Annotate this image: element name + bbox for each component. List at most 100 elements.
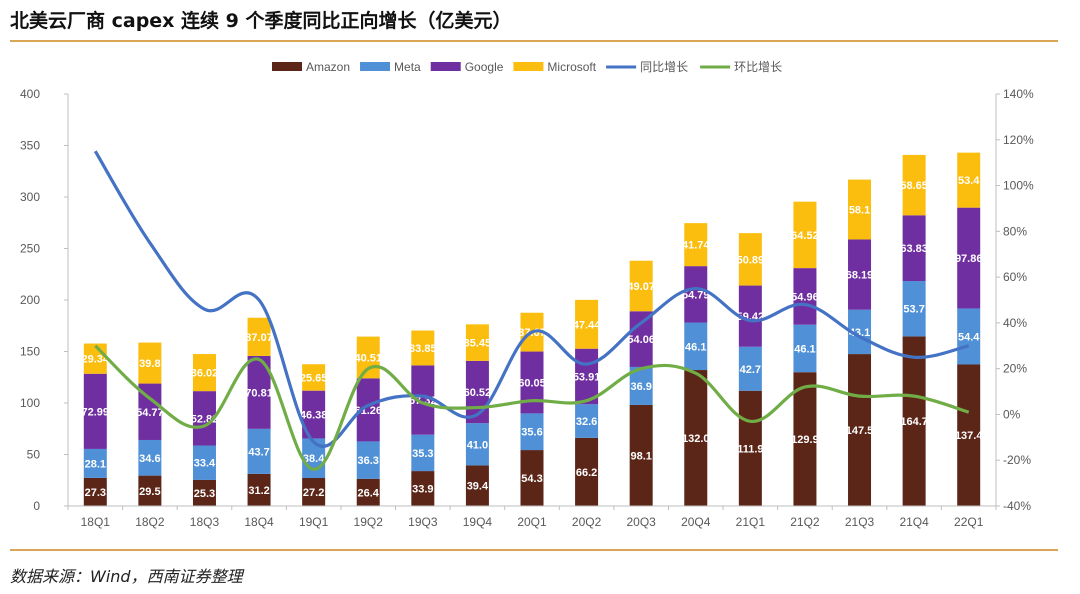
- bar-amazon: [138, 475, 162, 506]
- bar-amazon: [247, 473, 271, 506]
- y-tick-label: 100: [20, 396, 40, 410]
- bar-label-meta: 35.6: [521, 427, 542, 439]
- bar-amazon: [575, 437, 599, 506]
- line-series-yoy: [93, 150, 970, 448]
- bar-label-google: 54.79: [682, 289, 710, 301]
- bar-microsoft: [629, 260, 653, 312]
- bar-label-microsoft: 53.4: [958, 175, 980, 187]
- bar-meta: [738, 346, 762, 391]
- bar-label-google: 60.05: [518, 377, 546, 389]
- bar-label-microsoft: 58.65: [900, 180, 928, 192]
- bar-label-amazon: 111.9: [737, 443, 763, 455]
- bar-meta: [411, 434, 435, 472]
- bar-amazon: [793, 372, 817, 506]
- x-tick-label: 18Q4: [244, 515, 274, 529]
- y-tick-label: 50: [27, 448, 41, 462]
- y2-tick-label: 20%: [1003, 362, 1027, 376]
- line-series-qoq: [94, 344, 970, 471]
- bar-microsoft: [684, 223, 708, 267]
- x-tick-label: 20Q1: [517, 515, 547, 529]
- x-tick-label: 18Q2: [135, 515, 165, 529]
- bar-label-microsoft: 49.07: [627, 281, 655, 293]
- bar-google: [738, 285, 762, 347]
- bar-meta: [793, 324, 817, 373]
- bar-label-microsoft: 36.02: [191, 368, 219, 380]
- bar-google: [793, 268, 817, 325]
- bar-meta: [902, 281, 926, 337]
- bar-label-meta: 38.4: [303, 453, 325, 465]
- y2-tick-label: 80%: [1003, 224, 1027, 238]
- source-note: 数据来源：Wind，西南证券整理: [10, 567, 243, 586]
- legend-swatch-google: [430, 62, 461, 71]
- bar-amazon: [684, 370, 708, 506]
- legend-label-meta: Meta: [394, 60, 421, 74]
- bar-google: [629, 311, 653, 367]
- bar-amazon: [411, 471, 435, 506]
- y-tick-label: 300: [20, 190, 40, 204]
- legend-label-google: Google: [465, 60, 504, 74]
- y2-tick-label: 120%: [1003, 133, 1034, 147]
- bar-microsoft: [738, 233, 762, 286]
- bar-label-amazon: 26.4: [358, 487, 380, 499]
- bar-label-meta: 42.7: [740, 364, 761, 376]
- bar-label-amazon: 164.7: [900, 416, 928, 428]
- bar-label-google: 68.19: [846, 270, 874, 282]
- legend-swatch-microsoft: [513, 62, 544, 71]
- bar-microsoft: [902, 154, 926, 216]
- bar-meta: [138, 439, 162, 476]
- bar-label-meta: 53.7: [903, 304, 924, 316]
- bar-label-meta: 41.0: [467, 439, 488, 451]
- bar-label-microsoft: 40.51: [354, 352, 382, 364]
- bar-label-meta: 34.6: [139, 453, 160, 465]
- bar-meta: [848, 309, 872, 355]
- bar-label-microsoft: 64.52: [791, 230, 819, 242]
- bar-label-meta: 35.3: [412, 448, 433, 460]
- bar-label-amazon: 39.4: [467, 481, 489, 493]
- legend-swatch-amazon: [272, 62, 302, 71]
- bar-label-google: 72.99: [82, 406, 110, 418]
- bar-meta: [575, 404, 599, 438]
- x-tick-label: 18Q3: [190, 515, 220, 529]
- bar-meta: [957, 308, 981, 365]
- bar-label-google: 60.52: [464, 387, 492, 399]
- bar-label-amazon: 27.2: [303, 487, 324, 499]
- bar-label-amazon: 129.9: [791, 434, 819, 446]
- bar-label-amazon: 66.2: [576, 467, 597, 479]
- bar-label-meta: 36.9: [630, 381, 651, 393]
- x-tick-label: 21Q2: [790, 515, 820, 529]
- bar-label-microsoft: 37.07: [245, 332, 273, 344]
- bar-label-microsoft: 47.44: [573, 319, 601, 331]
- legend-label-microsoft: Microsoft: [547, 60, 596, 74]
- x-tick-label: 20Q3: [626, 515, 656, 529]
- bar-amazon: [192, 479, 216, 506]
- bar-label-amazon: 132.0: [682, 433, 710, 445]
- y2-tick-label: -20%: [1003, 453, 1031, 467]
- bar-label-google: 70.81: [245, 387, 273, 399]
- bar-microsoft: [848, 179, 872, 240]
- bar-amazon: [957, 364, 981, 506]
- bar-meta: [247, 428, 271, 474]
- bar-label-google: 63.83: [900, 243, 928, 255]
- bar-label-amazon: 54.3: [521, 473, 542, 485]
- bar-label-meta: 28.1: [85, 458, 106, 470]
- bar-label-amazon: 137.4: [955, 430, 983, 442]
- bar-meta: [684, 322, 708, 371]
- bar-microsoft: [465, 324, 489, 361]
- y-tick-label: 350: [20, 139, 40, 153]
- bar-label-google: 97.86: [955, 253, 983, 265]
- bar-google: [247, 355, 271, 429]
- bar-microsoft: [192, 354, 216, 392]
- bar-amazon: [465, 465, 489, 506]
- bar-label-amazon: 27.3: [85, 487, 106, 499]
- x-tick-label: 21Q1: [736, 515, 766, 529]
- bar-label-microsoft: 25.65: [300, 372, 328, 384]
- bar-label-microsoft: 41.74: [682, 240, 710, 252]
- legend: Amazon Meta Google Microsoft 同比增长 环比增长: [272, 60, 782, 74]
- bar-label-google: 46.38: [300, 410, 328, 422]
- bars: [83, 152, 981, 506]
- y-tick-label: 400: [20, 87, 40, 101]
- x-axis: 18Q1 18Q2 18Q3 18Q4 19Q1 19Q2 19Q3 19Q4 20Q1 20Q2…: [67, 505, 997, 529]
- bar-google: [957, 207, 981, 309]
- bar-microsoft: [138, 342, 162, 384]
- bar-microsoft: [302, 364, 326, 391]
